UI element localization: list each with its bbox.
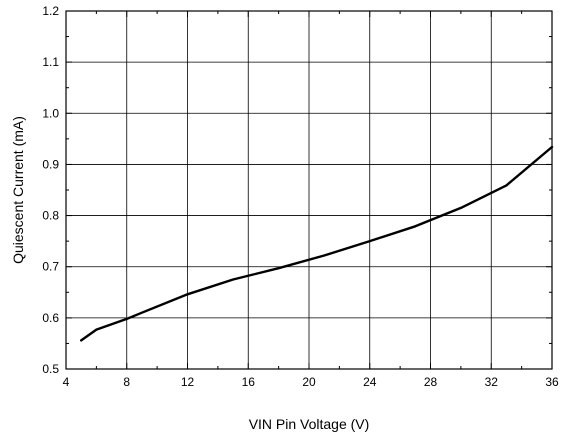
- x-tick-label: 20: [302, 375, 316, 389]
- x-tick-label: 32: [485, 375, 499, 389]
- x-tick-label: 12: [181, 375, 195, 389]
- series-line: [79, 145, 554, 342]
- plot-frame: [65, 10, 553, 370]
- y-axis-title: Quiescent Current (mA): [10, 116, 26, 264]
- x-tick-labels: 4 8 12 16 20 24 28 32 36: [63, 375, 559, 389]
- y-tick-label: 0.9: [42, 157, 59, 171]
- y-tick-label: 1.0: [42, 106, 59, 120]
- x-tick-label: 16: [242, 375, 256, 389]
- y-tick-label: 0.6: [42, 311, 59, 325]
- x-tick-label: 28: [424, 375, 438, 389]
- y-tick-label: 1.2: [42, 4, 59, 18]
- y-tick-labels: 0.5 0.6 0.7 0.8 0.9 1.0 1.1 1.2: [42, 4, 59, 376]
- x-tick-label: 36: [545, 375, 559, 389]
- x-tick-label: 4: [63, 375, 70, 389]
- x-tick-label: 8: [123, 375, 130, 389]
- grid-lines: [66, 11, 552, 369]
- y-tick-label: 0.5: [42, 362, 59, 376]
- y-tick-label: 1.1: [42, 55, 59, 69]
- y-tick-label: 0.8: [42, 209, 59, 223]
- x-axis-title: VIN Pin Voltage (V): [249, 416, 370, 432]
- y-tick-label: 0.7: [42, 260, 59, 274]
- x-tick-label: 24: [363, 375, 377, 389]
- series-layer: [79, 145, 554, 342]
